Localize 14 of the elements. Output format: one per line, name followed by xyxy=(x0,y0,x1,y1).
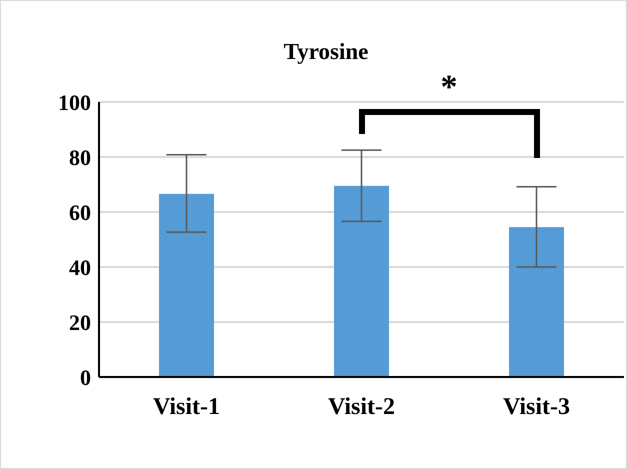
y-tick-label: 100 xyxy=(58,90,91,115)
annotation: * xyxy=(440,69,458,106)
bar xyxy=(159,194,214,377)
chart-title: Tyrosine xyxy=(282,39,370,65)
x-tick-label: Visit-1 xyxy=(152,394,220,420)
y-tick-label: 20 xyxy=(69,310,91,335)
x-tick-label: Visit-2 xyxy=(328,394,396,420)
bar xyxy=(509,227,564,377)
y-tick-label: 40 xyxy=(69,254,91,280)
y-tick-label: 60 xyxy=(69,200,91,225)
x-tick-label: Visit-3 xyxy=(502,394,570,420)
bar xyxy=(334,186,389,377)
y-tick-label: 80 xyxy=(69,144,91,170)
y-tick-label: 0 xyxy=(80,364,91,390)
